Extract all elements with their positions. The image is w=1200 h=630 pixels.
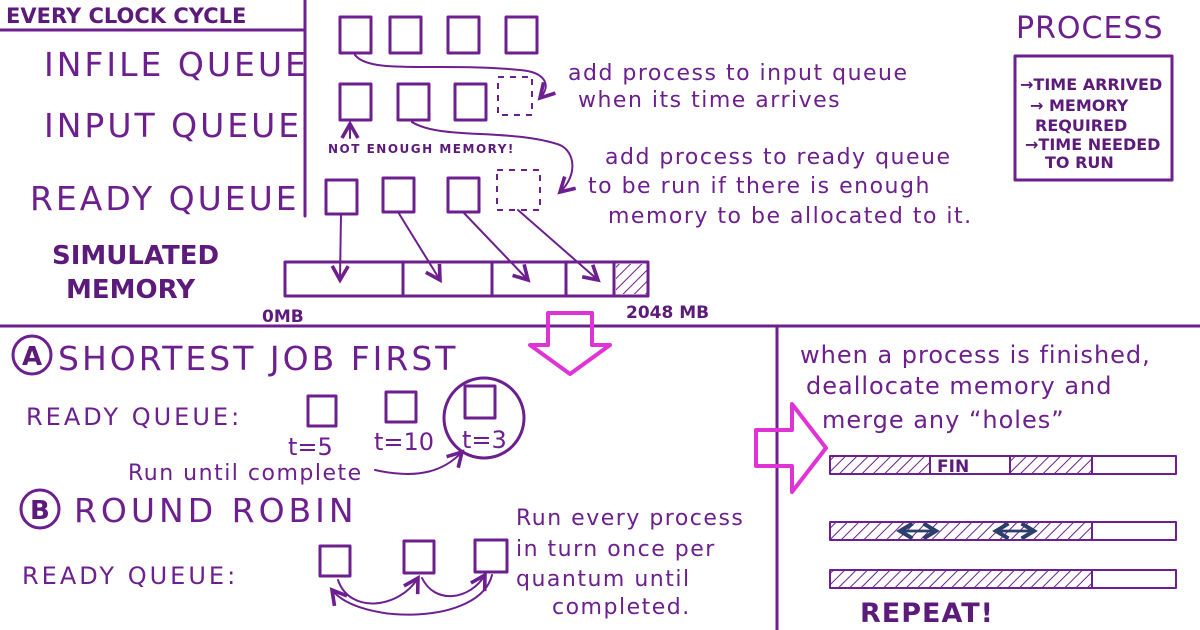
infile-queue-label: INFILE QUEUE — [44, 45, 309, 84]
rr-note-line1: Run every process — [516, 506, 744, 531]
memory-used-region — [616, 264, 647, 294]
process-box — [504, 15, 539, 55]
input-to-ready-arrow — [411, 121, 577, 195]
sjf-title: SHORTEST JOB FIRST — [58, 339, 458, 378]
not-enough-memory-label: NOT ENOUGH MEMORY! — [328, 142, 515, 156]
input-note-line1: add process to input queue — [568, 61, 909, 86]
simulated-memory-label-line1: SIMULATED — [52, 241, 219, 271]
rr-note-line2: in turn once per — [516, 537, 716, 562]
memory-bar-merging — [829, 521, 1177, 541]
alloc-arrow-1 — [330, 213, 350, 284]
clock-cycle-table: EVERY CLOCK CYCLE INFILE QUEUE INPUT QUE… — [0, 0, 309, 218]
process-box — [338, 82, 373, 122]
incoming-process-slot — [496, 169, 541, 211]
ready-queue-label: READY QUEUE — [30, 179, 300, 218]
process-box — [473, 538, 509, 574]
process-box — [446, 15, 481, 55]
process-box — [388, 15, 423, 55]
process-box — [318, 544, 352, 578]
process-box — [402, 539, 436, 575]
dealloc-note-line2: deallocate memory and — [806, 372, 1113, 400]
memory-start-label: 0MB — [262, 307, 304, 327]
sjf-run-arrow — [374, 449, 465, 475]
process-box — [463, 384, 497, 420]
process-box — [306, 394, 338, 428]
section-b-letter: B — [30, 496, 50, 526]
input-queue-boxes — [338, 76, 533, 122]
rr-arrow-1 — [337, 574, 420, 605]
fin-label: FIN — [937, 457, 969, 477]
section-a-letter: A — [22, 342, 42, 372]
memory-bar-merged — [829, 569, 1177, 589]
pink-down-arrow — [528, 311, 612, 376]
ready-note-line2: to be run if there is enough — [588, 174, 931, 199]
dealloc-note-line1: when a process is finished, — [800, 341, 1151, 369]
section-b-circle — [19, 488, 61, 530]
process-attributes-box — [1013, 54, 1174, 182]
alloc-arrow-3 — [462, 211, 531, 283]
pink-right-arrow — [754, 402, 828, 494]
sjf-run-note: Run until complete — [128, 461, 363, 486]
alloc-arrow-4 — [517, 209, 601, 283]
process-attr-memory: → MEMORY — [1030, 96, 1129, 115]
infile-queue-boxes — [338, 15, 539, 55]
section-a-circle — [11, 334, 53, 376]
process-box — [384, 390, 418, 424]
process-attr-to-run: TO RUN — [1045, 153, 1114, 172]
sjf-ready-queue-label: READY QUEUE: — [26, 403, 242, 431]
process-box — [338, 15, 373, 55]
repeat-label: REPEAT! — [860, 598, 994, 629]
dealloc-note-line3: merge any “holes” — [822, 406, 1065, 434]
memory-bar-outline — [283, 260, 650, 298]
rr-title: ROUND ROBIN — [74, 491, 358, 530]
process-attr-time-arrived: →TIME ARRIVED — [1020, 75, 1162, 94]
process-attr-time-needed: →TIME NEEDED — [1025, 135, 1160, 154]
process-box — [324, 178, 359, 216]
sjf-time-3: t=3 — [462, 426, 507, 454]
infile-to-input-arrow — [354, 54, 556, 101]
simulated-memory-bar — [283, 260, 650, 298]
alloc-arrow-2 — [397, 211, 442, 284]
rr-loop-back-arrow — [329, 574, 493, 616]
input-note-line2: when its time arrives — [578, 88, 841, 113]
ready-note-line3: memory to be allocated to it. — [608, 204, 973, 229]
process-attr-required: REQUIRED — [1035, 116, 1127, 135]
input-queue-label: INPUT QUEUE — [44, 106, 302, 145]
incoming-process-slot — [497, 76, 533, 116]
rr-note-line4: completed. — [552, 595, 691, 620]
ready-queue-boxes — [324, 169, 541, 216]
rr-arrow-2 — [421, 571, 487, 597]
process-box — [453, 82, 488, 122]
process-title: PROCESS — [1016, 11, 1164, 46]
memory-bar-fin: FIN — [829, 455, 1177, 477]
process-box — [381, 176, 416, 214]
rr-note-line3: quantum until — [516, 567, 691, 592]
ready-note-line1: add process to ready queue — [605, 145, 952, 170]
every-clock-cycle-label: EVERY CLOCK CYCLE — [6, 4, 246, 28]
process-box — [396, 82, 431, 122]
simulated-memory-label-line2: MEMORY — [66, 275, 196, 305]
sjf-time-2: t=10 — [374, 428, 434, 456]
process-box — [446, 176, 481, 214]
memory-end-label: 2048 MB — [626, 303, 709, 323]
rr-ready-queue-label: READY QUEUE: — [22, 562, 238, 590]
sjf-time-1: t=5 — [288, 433, 333, 461]
shortest-job-highlight-circle — [442, 376, 526, 460]
